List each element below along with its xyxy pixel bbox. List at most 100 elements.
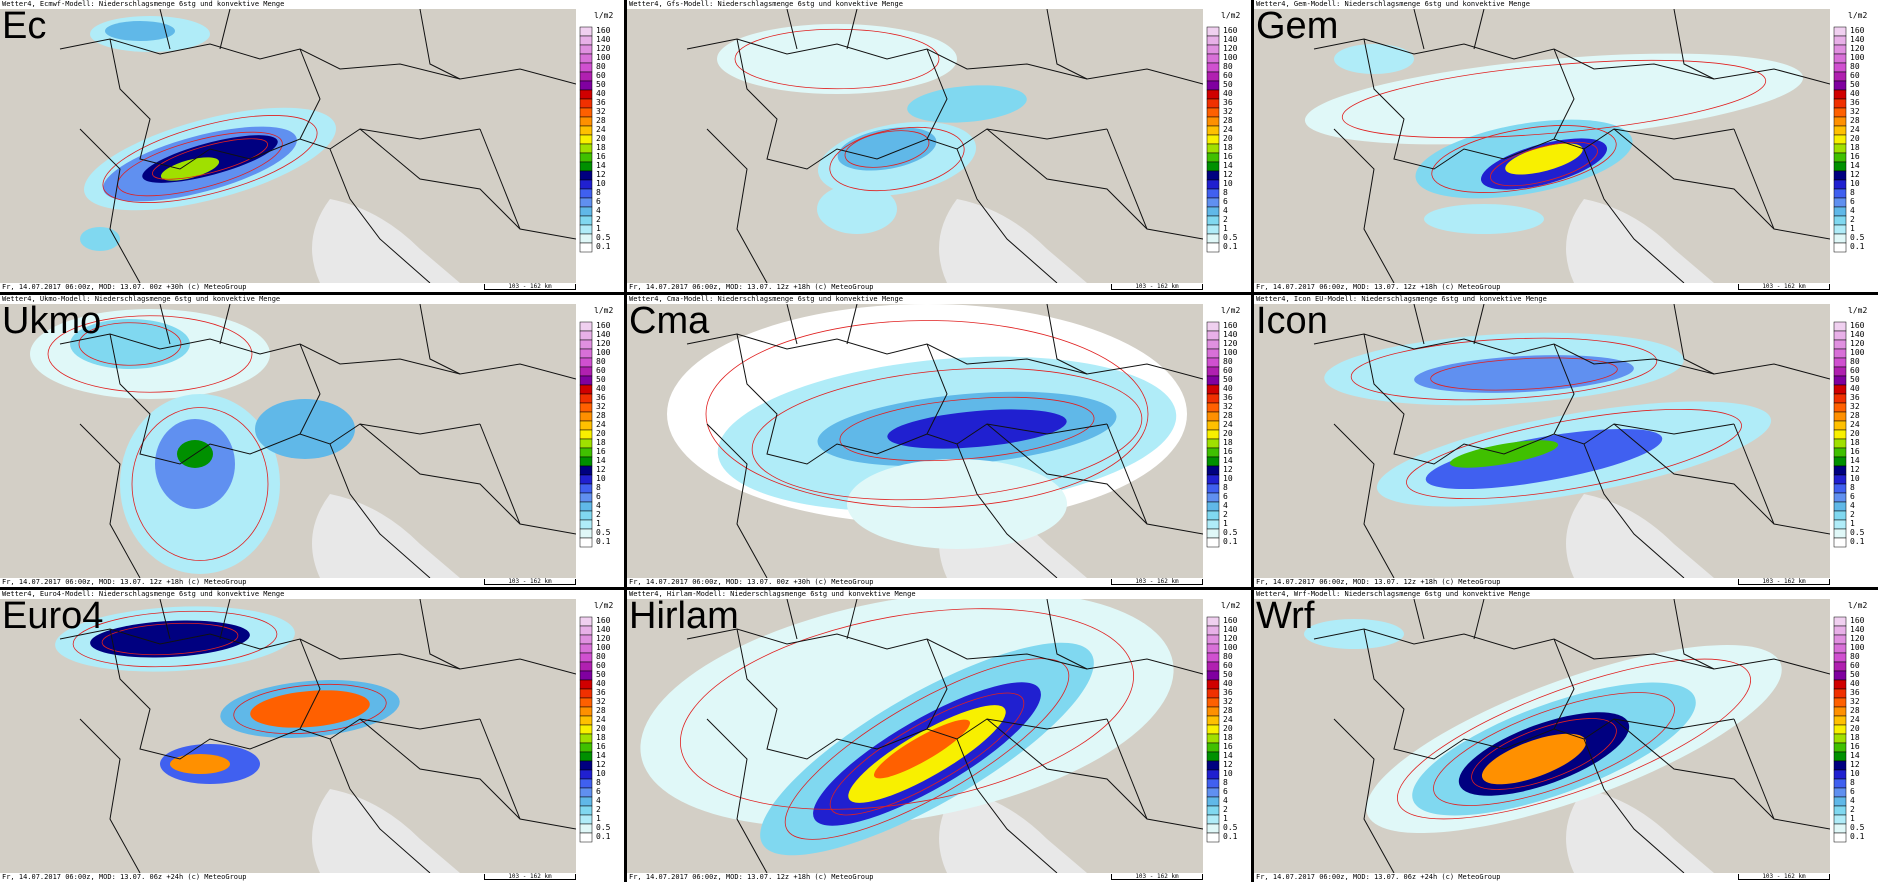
- legend-swatch: [1833, 348, 1847, 359]
- legend-label: 0.5: [1223, 528, 1238, 537]
- legend-swatch: [1833, 724, 1847, 735]
- legend-swatch: [1206, 438, 1220, 449]
- model-name: Ukmo: [2, 300, 102, 342]
- country-border: [1333, 423, 1395, 578]
- country-border: [1333, 718, 1395, 873]
- legend-label: 140: [1850, 330, 1865, 339]
- legend-label: 10: [1850, 474, 1860, 483]
- legend-swatch: [579, 447, 593, 458]
- legend-swatch: [579, 179, 593, 190]
- precip-isoline: [117, 131, 283, 197]
- panel-header: Wetter4, Ecmwf-Modell: Niederschlagsmeng…: [0, 0, 624, 9]
- legend-label: 50: [1223, 670, 1233, 679]
- legend-label: 8: [1850, 778, 1855, 787]
- legend-label: 160: [1223, 321, 1238, 330]
- legend-swatch: [579, 125, 593, 136]
- legend-swatch: [1206, 179, 1220, 190]
- legend-swatch: [579, 706, 593, 717]
- legend-swatch: [1833, 89, 1847, 100]
- model-panel: Wetter4, Ukmo-Modell: Niederschlagsmenge…: [0, 295, 624, 587]
- legend-swatch: [1833, 197, 1847, 208]
- legend-label: 10: [596, 474, 606, 483]
- legend-swatch: [1206, 510, 1220, 521]
- legend-label: 16: [596, 742, 606, 751]
- legend-label: 80: [1223, 357, 1233, 366]
- model-name: Hirlam: [629, 595, 739, 637]
- legend-label: 120: [1223, 44, 1238, 53]
- precip-isoline: [152, 138, 268, 180]
- legend-unit: l/m2: [1221, 11, 1241, 20]
- legend-swatch: [1833, 760, 1847, 771]
- footer-text: Fr, 14.07.2017 06:00z, MOD: 13.07. 12z +…: [1256, 578, 1501, 586]
- legend-swatch: [579, 688, 593, 699]
- legend-label: 16: [596, 447, 606, 456]
- legend-label: 8: [596, 483, 601, 492]
- precip-area: [873, 719, 971, 779]
- legend-label: 160: [596, 26, 611, 35]
- legend-swatch: [579, 483, 593, 494]
- precip-area: [907, 85, 1027, 123]
- legend-label: 1: [1850, 519, 1855, 528]
- legend-label: 140: [1850, 35, 1865, 44]
- panel-footer: Fr, 14.07.2017 06:00z, MOD: 13.07. 00z +…: [0, 283, 624, 292]
- precip-isoline: [751, 367, 1143, 501]
- country-border: [1106, 718, 1148, 820]
- legend-label: 36: [596, 98, 606, 107]
- country-border: [706, 128, 768, 283]
- legend-swatch: [1206, 242, 1220, 253]
- legend-swatch: [1206, 35, 1220, 46]
- legend-label: 12: [1850, 760, 1860, 769]
- legend-label: 14: [1850, 456, 1860, 465]
- panel-footer: Fr, 14.07.2017 06:00z, MOD: 13.07. 12z +…: [627, 873, 1251, 882]
- model-panel: Wetter4, Icon EU-Modell: Niederschlagsme…: [1254, 295, 1878, 587]
- precip-map: [627, 304, 1203, 578]
- legend-swatch: [1833, 152, 1847, 163]
- legend-swatch: [1206, 625, 1220, 636]
- model-panel: Wetter4, Gfs-Modell: Niederschlagsmenge …: [627, 0, 1251, 292]
- panel-header: Wetter4, Wrf-Modell: Niederschlagsmenge …: [1254, 590, 1878, 599]
- legend-label: 24: [1223, 715, 1233, 724]
- legend-label: 20: [1850, 134, 1860, 143]
- legend-label: 20: [1223, 429, 1233, 438]
- legend-swatch: [1833, 510, 1847, 521]
- country-border: [1363, 628, 1735, 760]
- scale-bar: 103 - 162 km: [1738, 284, 1830, 290]
- legend-swatch: [1833, 429, 1847, 440]
- legend-swatch: [1833, 411, 1847, 422]
- legend-swatch: [579, 35, 593, 46]
- map-sea: [312, 199, 460, 283]
- country-border: [786, 304, 798, 345]
- panel-footer: Fr, 14.07.2017 06:00z, MOD: 13.07. 12z +…: [1254, 578, 1878, 587]
- legend-swatch: [579, 429, 593, 440]
- panel-footer: Fr, 14.07.2017 06:00z, MOD: 13.07. 06z +…: [1254, 873, 1878, 882]
- legend-swatch: [1206, 152, 1220, 163]
- legend-colorbar: [1206, 321, 1220, 548]
- legend-swatch: [1206, 519, 1220, 530]
- legend-label: 160: [596, 616, 611, 625]
- precip-isoline: [829, 127, 965, 191]
- legend-swatch: [579, 170, 593, 181]
- legend-swatch: [1206, 429, 1220, 440]
- legend-label: 80: [1223, 652, 1233, 661]
- legend-label: 24: [596, 715, 606, 724]
- country-border: [956, 738, 1058, 873]
- legend-label: 6: [1850, 787, 1855, 796]
- precip-isoline: [1406, 408, 1742, 500]
- precip-area: [70, 319, 190, 369]
- panel-footer: Fr, 14.07.2017 06:00z, MOD: 13.07. 00z +…: [627, 578, 1251, 587]
- country-border: [359, 128, 576, 240]
- precip-legend: l/m2 160 140 120 100 80 60 50 40 36 32 28 24 20 18 16 14…: [576, 599, 624, 873]
- legend-swatch: [579, 724, 593, 735]
- country-border: [109, 628, 481, 760]
- legend-label: 6: [596, 197, 601, 206]
- model-panel: Wetter4, Euro4-Modell: Niederschlagsmeng…: [0, 590, 624, 882]
- legend-label: 140: [1223, 330, 1238, 339]
- legend-label: 100: [1850, 53, 1865, 62]
- footer-text: Fr, 14.07.2017 06:00z, MOD: 13.07. 00z +…: [2, 283, 247, 291]
- legend-label: 160: [1850, 321, 1865, 330]
- legend-swatch: [579, 456, 593, 467]
- legend-label: 0.5: [596, 823, 611, 832]
- legend-swatch: [579, 242, 593, 253]
- legend-swatch: [1833, 715, 1847, 726]
- legend-swatch: [1833, 62, 1847, 73]
